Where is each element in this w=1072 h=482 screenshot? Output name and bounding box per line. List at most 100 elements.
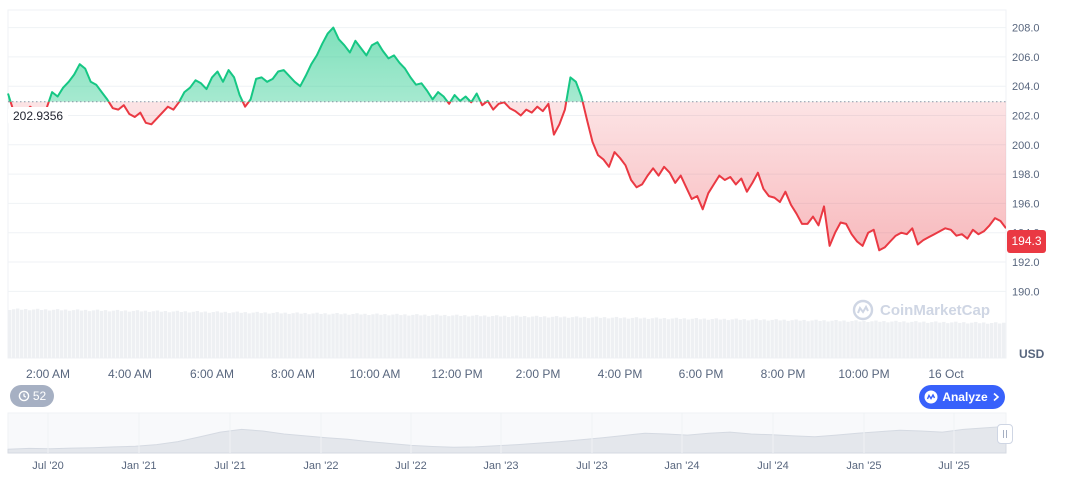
price-line <box>7 26 1006 252</box>
volume-bar <box>223 311 227 358</box>
volume-bar <box>978 323 982 358</box>
volume-bar <box>23 309 28 358</box>
volume-bar <box>822 320 826 358</box>
volume-bar <box>926 322 930 358</box>
volume-bar <box>323 313 327 358</box>
volume-bar <box>906 322 910 358</box>
navigator-label: Jan '23 <box>483 460 518 472</box>
volume-bar <box>566 317 571 358</box>
volume-bar <box>782 319 786 358</box>
volume-bar <box>930 322 934 358</box>
volume-bar <box>311 313 315 358</box>
volume-bar <box>263 312 267 358</box>
volume-bar <box>606 318 611 358</box>
volume-bar <box>858 321 862 358</box>
volume-bar <box>954 321 958 358</box>
volume-bar <box>550 316 555 358</box>
volume-bar <box>674 317 679 358</box>
volume-bar <box>127 311 132 358</box>
volume-bar <box>698 319 703 358</box>
volume-bar <box>119 311 124 358</box>
analyze-label: Analyze <box>942 390 988 404</box>
volume-bar <box>958 322 962 358</box>
volume-bar <box>115 309 120 358</box>
x-tick-label: 2:00 PM <box>516 367 561 381</box>
y-tick-label: 198.0 <box>1012 169 1040 181</box>
volume-bar <box>475 314 479 358</box>
x-tick-label: 10:00 PM <box>838 367 889 381</box>
volume-bar <box>67 310 72 358</box>
watermark-text: CoinMarketCap <box>880 301 991 319</box>
volume-bar <box>746 320 750 358</box>
x-tick-label: 4:00 PM <box>598 367 643 381</box>
volume-bar <box>391 314 395 358</box>
volume-bar <box>786 320 790 358</box>
volume-bar <box>738 319 742 358</box>
history-button[interactable]: 52 <box>10 385 54 407</box>
volume-bar <box>75 309 80 358</box>
navigator-label: Jan '21 <box>121 460 156 472</box>
volume-bar <box>195 311 200 358</box>
volume-bar <box>271 312 275 358</box>
volume-bar <box>495 315 499 358</box>
volume-bar <box>355 313 359 358</box>
volume-bar <box>510 316 515 358</box>
volume-bar <box>522 316 527 358</box>
volume-bar <box>830 320 834 358</box>
volume-bar <box>203 311 207 358</box>
volume-bar <box>546 317 551 358</box>
volume-bar <box>479 316 483 358</box>
history-icon <box>18 390 30 402</box>
volume-bar <box>419 315 423 358</box>
volume-bar <box>207 312 211 358</box>
volume-bar <box>167 312 172 358</box>
y-tick-label: 202.0 <box>1012 111 1040 123</box>
volume-bar <box>467 316 471 358</box>
volume-bar <box>794 319 798 358</box>
volume-bar <box>934 321 938 358</box>
x-axis-ticks: 2:00 AM 4:00 AM 6:00 AM 8:00 AM 10:00 AM 12:0… <box>26 367 964 381</box>
volume-bar <box>303 312 307 358</box>
navigator-label: Jul '21 <box>214 460 245 472</box>
volume-bar <box>139 311 144 358</box>
volume-bar <box>215 311 219 358</box>
volume-bar <box>335 312 339 358</box>
volume-bar <box>774 319 778 358</box>
price-area <box>8 27 1006 251</box>
volume-bar <box>39 310 44 358</box>
volume-bar <box>411 314 415 358</box>
navigator-label: Jul '23 <box>576 460 607 472</box>
volume-bar <box>43 309 48 358</box>
x-tick-label: 2:00 AM <box>26 367 70 381</box>
x-tick-label: 8:00 PM <box>761 367 806 381</box>
volume-bar <box>279 313 283 358</box>
volume-bar <box>938 322 942 358</box>
coinmarketcap-watermark: CoinMarketCap <box>852 299 990 321</box>
volume-bar <box>602 317 607 358</box>
navigator-label: Jan '22 <box>303 460 338 472</box>
volume-bar <box>159 311 164 358</box>
volume-bar <box>35 308 40 358</box>
history-count: 52 <box>32 389 47 403</box>
volume-bar <box>686 319 691 358</box>
volume-bar <box>267 313 271 358</box>
volume-bar <box>690 318 695 358</box>
volume-bar <box>135 310 140 358</box>
volume-bar <box>283 312 287 358</box>
volume-bar <box>107 311 112 358</box>
volume-bar <box>582 316 587 358</box>
volume-bar <box>55 309 60 358</box>
range-navigator[interactable]: Jul '20 Jan '21 Jul '21 Jan '22 Jul '22 Jan '… <box>7 412 1007 472</box>
volume-bar <box>726 320 730 358</box>
volume-bar <box>870 321 874 358</box>
analyze-button[interactable]: Analyze <box>919 385 1005 409</box>
volume-bar <box>762 319 766 358</box>
volume-bar <box>431 315 435 358</box>
volume-bar <box>662 317 667 358</box>
volume-bar <box>702 318 706 358</box>
navigator-drag-handle[interactable] <box>997 424 1013 444</box>
volume-bar <box>327 314 331 358</box>
volume-bar <box>554 316 559 358</box>
volume-bar <box>814 319 818 358</box>
